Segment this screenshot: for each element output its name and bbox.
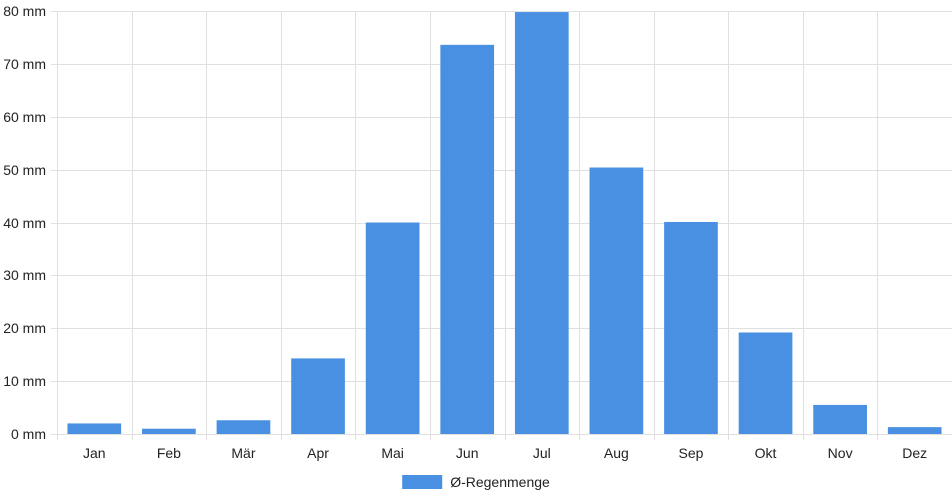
y-tick-label: 70 mm xyxy=(3,56,46,72)
y-tick-label: 10 mm xyxy=(3,373,46,389)
bar-dez[interactable] xyxy=(887,427,942,434)
y-tick-label: 30 mm xyxy=(3,267,46,283)
bar-feb[interactable] xyxy=(142,428,196,434)
x-tick-label: Nov xyxy=(828,445,853,461)
y-tick-label: 50 mm xyxy=(3,162,46,178)
y-tick-label: 0 mm xyxy=(11,426,46,442)
y-tick-label: 80 mm xyxy=(3,3,46,19)
x-tick-label: Dez xyxy=(902,445,927,461)
bar-jun[interactable] xyxy=(440,44,495,435)
legend-swatch[interactable] xyxy=(402,475,443,489)
x-tick-label: Apr xyxy=(307,445,329,461)
legend-label[interactable]: Ø-Regenmenge xyxy=(450,474,550,490)
grid xyxy=(51,11,952,440)
x-tick-label: Sep xyxy=(678,445,703,461)
x-tick-label: Mär xyxy=(231,445,255,461)
x-tick-label: Jul xyxy=(533,445,551,461)
bar-jan[interactable] xyxy=(67,423,122,434)
x-tick-label: Aug xyxy=(604,445,629,461)
bar-nov[interactable] xyxy=(813,404,867,434)
bar-sep[interactable] xyxy=(664,221,718,434)
y-axis: 0 mm 10 mm 20 mm 30 mm 40 mm 50 mm 60 mm 70 mm 8… xyxy=(3,3,46,442)
bar-apr[interactable] xyxy=(291,358,345,434)
x-axis: Jan Feb Mär Apr Mai Jun Jul Aug Sep Okt Nov Dez xyxy=(57,434,952,461)
x-tick-label: Jun xyxy=(456,445,479,461)
y-tick-label: 40 mm xyxy=(3,215,46,231)
y-tick-label: 60 mm xyxy=(3,109,46,125)
y-tick-label: 20 mm xyxy=(3,320,46,336)
legend[interactable]: Ø-Regenmenge xyxy=(402,474,550,490)
bar-mai[interactable] xyxy=(365,222,420,435)
x-tick-label: Mai xyxy=(381,445,404,461)
bar-jul[interactable] xyxy=(514,12,569,435)
x-tick-label: Okt xyxy=(755,445,777,461)
bar-aug[interactable] xyxy=(589,167,644,434)
bars xyxy=(67,12,942,435)
bar-okt[interactable] xyxy=(738,332,793,434)
x-tick-label: Jan xyxy=(83,445,106,461)
bar-mär[interactable] xyxy=(216,420,271,434)
x-tick-label: Feb xyxy=(157,445,181,461)
